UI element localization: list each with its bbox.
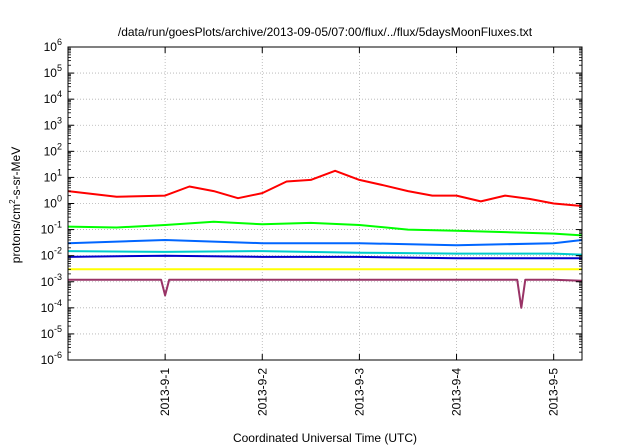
y-tick-label-base: 10 (44, 170, 58, 184)
axis-ticks: 10-610-510-410-310-210-11001011021031041… (41, 37, 582, 416)
y-tick-label-exp: 2 (57, 141, 62, 151)
series-line-2 (67, 220, 583, 237)
y-axis-label-base: protons/cm (9, 204, 23, 263)
x-axis-label: Coordinated Universal Time (UTC) (233, 431, 417, 445)
y-tick-label-base: 10 (41, 353, 55, 367)
y-tick-label-base: 10 (44, 40, 58, 54)
series-group (67, 169, 583, 309)
y-tick-label-exp: -6 (54, 350, 62, 360)
series-line-1 (67, 169, 583, 207)
y-tick-label-base: 10 (44, 197, 58, 211)
y-tick-label-exp: 6 (57, 37, 62, 47)
y-tick-label-base: 10 (41, 275, 55, 289)
series-line-7 (68, 278, 583, 309)
y-tick-label-exp: 4 (57, 89, 62, 99)
chart-title: /data/run/goesPlots/archive/2013-09-05/0… (118, 25, 533, 39)
grid-lines (68, 47, 582, 360)
x-tick-label: 2013-9-4 (450, 368, 464, 416)
y-tick-label-exp: 5 (57, 63, 62, 73)
y-tick-label: 10-5 (41, 324, 62, 341)
y-tick-label: 106 (44, 37, 62, 54)
y-tick-label-base: 10 (41, 301, 55, 315)
y-tick-label-base: 10 (41, 223, 55, 237)
y-tick-label-base: 10 (44, 144, 58, 158)
y-tick-label-base: 10 (44, 66, 58, 80)
y-axis-label-sup: 2 (8, 199, 17, 204)
y-tick-label: 103 (44, 115, 62, 132)
plot-frame (67, 46, 583, 361)
y-axis-label-rest: -s-sr-MeV (9, 147, 23, 200)
x-tick-label: 2013-9-1 (158, 368, 172, 416)
y-tick-label: 10-1 (41, 220, 62, 237)
x-tick-label: 2013-9-3 (352, 368, 366, 416)
y-tick-label: 105 (44, 63, 62, 80)
y-tick-label-exp: -3 (54, 272, 62, 282)
y-tick-label: 10-4 (41, 298, 62, 315)
y-tick-label-exp: -5 (54, 324, 62, 334)
series-line-4 (67, 250, 583, 256)
y-tick-label: 100 (44, 194, 62, 211)
y-tick-label-exp: 3 (57, 115, 62, 125)
y-tick-label-base: 10 (41, 327, 55, 341)
y-tick-label: 102 (44, 141, 62, 158)
y-tick-label: 10-2 (41, 246, 62, 263)
y-tick-label: 101 (44, 167, 62, 184)
y-tick-label-exp: -2 (54, 246, 62, 256)
y-tick-label-exp: -4 (54, 298, 62, 308)
y-tick-label: 10-6 (41, 350, 62, 367)
x-tick-label: 2013-9-2 (255, 368, 269, 416)
x-tick-label: 2013-9-5 (547, 368, 561, 416)
y-tick-label-base: 10 (44, 92, 58, 106)
y-tick-label: 10-3 (41, 272, 62, 289)
y-tick-label: 104 (44, 89, 62, 106)
y-tick-label-exp: -1 (54, 220, 62, 230)
y-tick-label-base: 10 (44, 118, 58, 132)
y-tick-label-exp: 1 (57, 167, 62, 177)
y-tick-label-base: 10 (41, 249, 55, 263)
series-line-3 (67, 239, 583, 247)
y-tick-label-exp: 0 (57, 194, 62, 204)
y-axis-label: protons/cm2-s-sr-MeV (8, 147, 23, 263)
series-line-5 (67, 254, 582, 260)
